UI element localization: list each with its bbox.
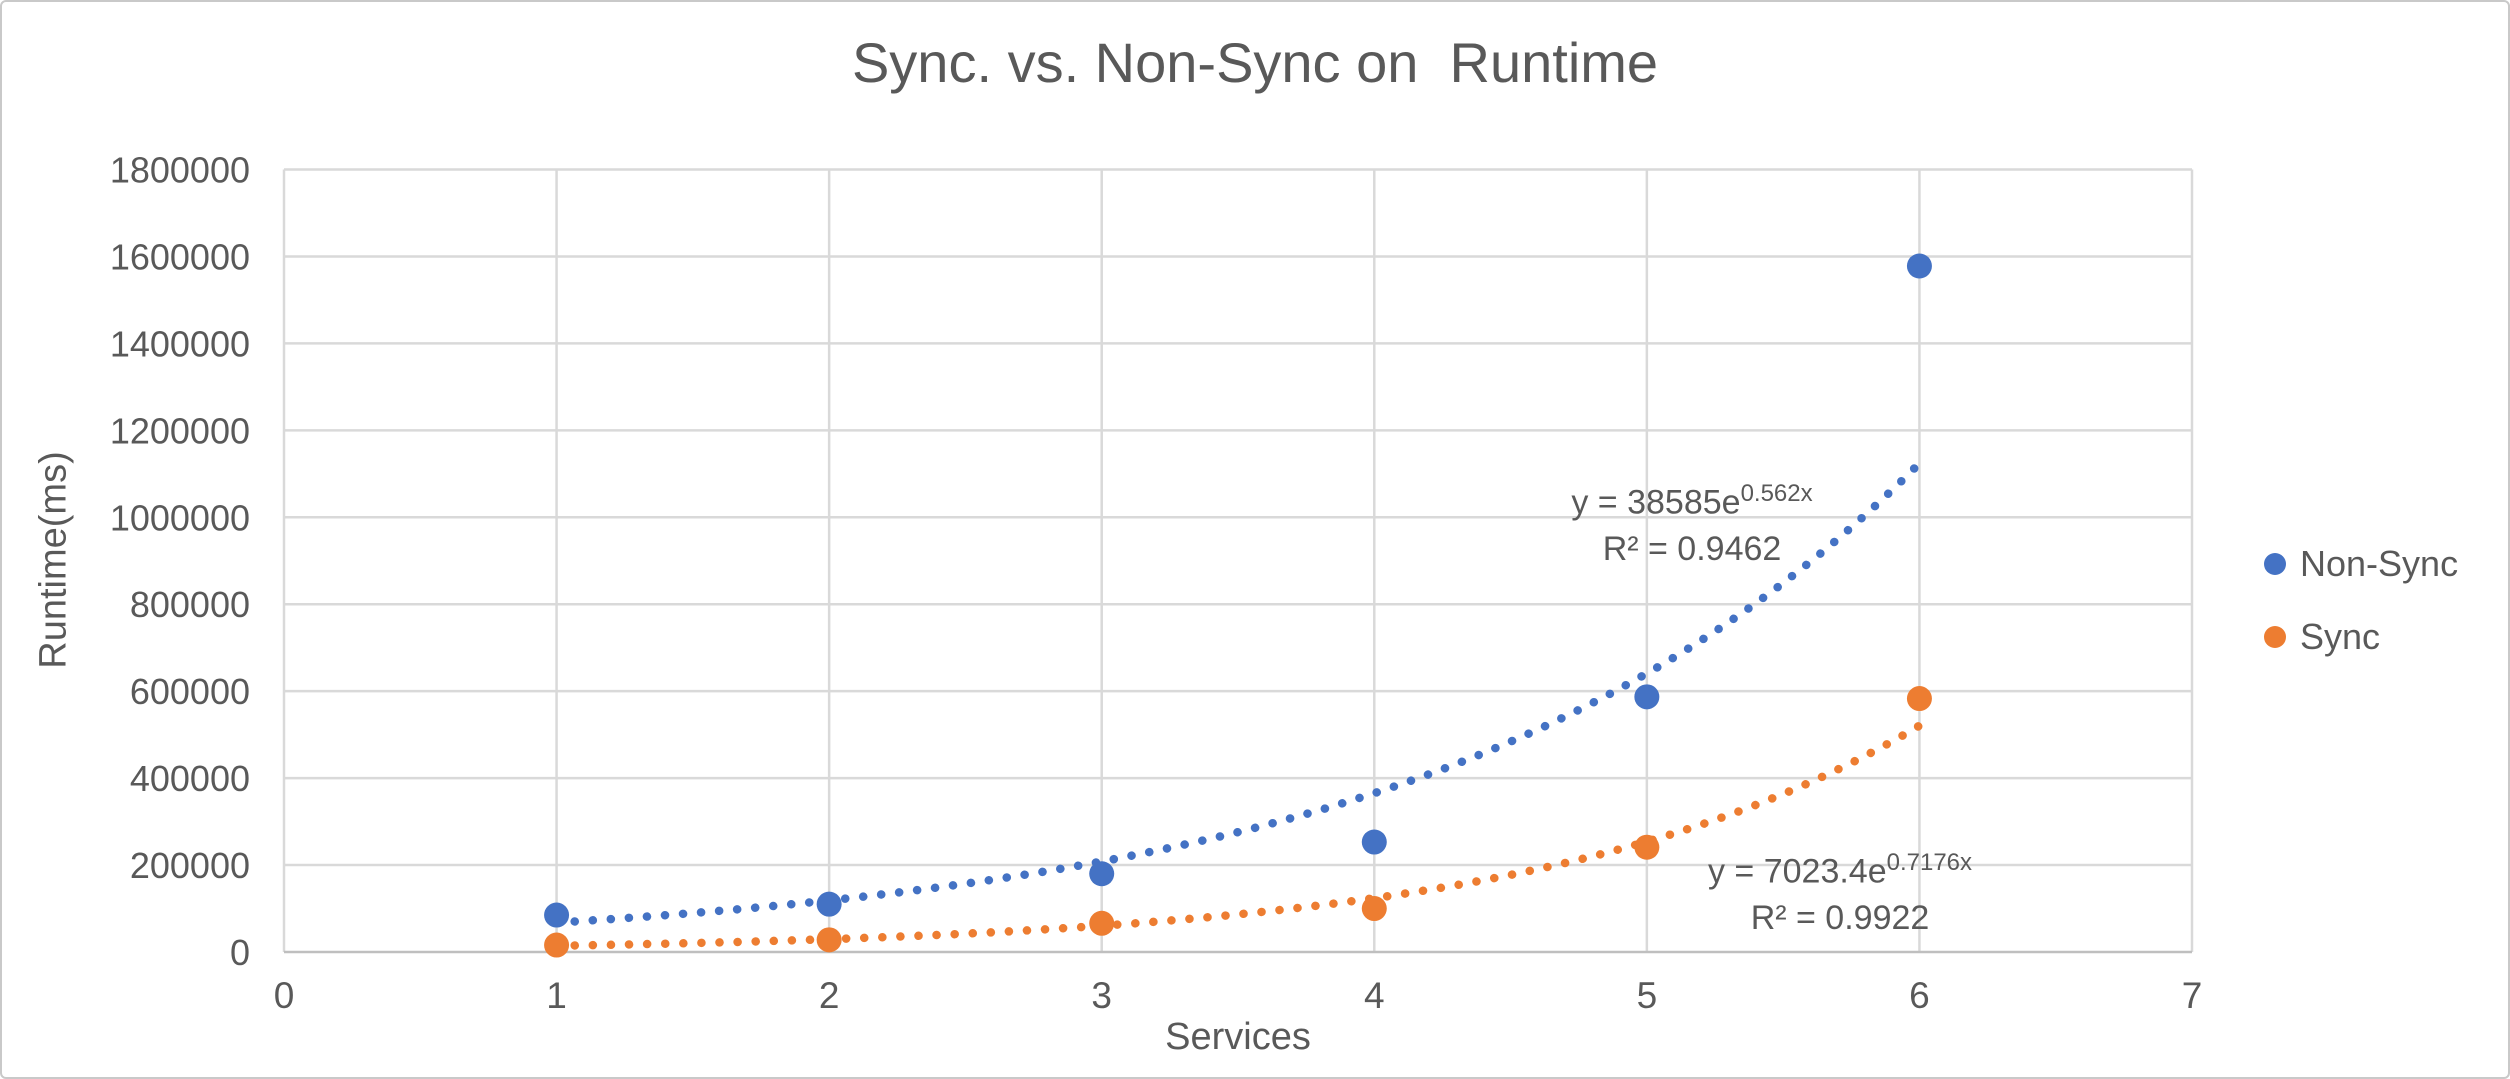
y-tick-label: 200000: [130, 845, 250, 886]
x-tick-label: 6: [1909, 975, 1930, 1016]
y-tick-label: 1800000: [110, 150, 250, 191]
chart-title: Sync. vs. Non-Sync on Runtime: [851, 31, 1659, 94]
legend-item-non-sync: Non-Sync: [2264, 543, 2458, 585]
legend-marker-icon: [2264, 553, 2286, 575]
trendline-r2-sync: R² = 0.9922: [1750, 899, 1930, 938]
y-tick-label: 400000: [130, 758, 250, 799]
y-tick-label: 1600000: [110, 236, 250, 277]
formula-exponent: 0.7176x: [1886, 849, 1973, 876]
legend-marker-icon: [2264, 626, 2286, 648]
trendline-non-sync: [552, 459, 1924, 927]
legend-label: Sync: [2300, 616, 2381, 657]
x-tick-label: 0: [274, 975, 295, 1016]
x-tick-label: 4: [1364, 975, 1385, 1016]
data-point-non-sync: [816, 891, 842, 917]
x-tick-label: 5: [1637, 975, 1658, 1016]
x-tick-label: 7: [2182, 975, 2203, 1016]
legend: Non-Sync Sync: [2264, 543, 2458, 658]
trendline-formula-non-sync: y = 38585e0.562x: [1532, 470, 1852, 526]
y-tick-label: 800000: [130, 584, 250, 625]
y-tick-label: 600000: [130, 671, 250, 712]
data-point-non-sync: [544, 902, 570, 928]
data-point-sync: [1634, 834, 1660, 860]
data-point-sync: [544, 932, 570, 958]
data-point-sync: [1906, 686, 1932, 712]
x-tick-label: 2: [819, 975, 840, 1016]
trendline-equation-non-sync: y = 38585e0.562x R² = 0.9462: [1532, 470, 1852, 573]
data-point-sync: [816, 927, 842, 953]
x-tick-label: 3: [1091, 975, 1112, 1016]
data-point-sync: [1361, 896, 1387, 922]
data-point-non-sync: [1089, 861, 1115, 887]
y-tick-label: 0: [230, 932, 250, 973]
data-point-non-sync: [1906, 253, 1932, 279]
trendline-equation-sync: y = 7023.4e0.7176x R² = 0.9922: [1660, 839, 2020, 942]
formula-text: y = 38585e: [1571, 483, 1741, 522]
y-tick-label: 1000000: [110, 497, 250, 538]
legend-item-sync: Sync: [2264, 616, 2458, 658]
legend-label: Non-Sync: [2300, 543, 2459, 584]
formula-text: y = 7023.4e: [1707, 852, 1887, 891]
trendline-formula-sync: y = 7023.4e0.7176x: [1660, 839, 2020, 895]
x-axis-title: Services: [1165, 1016, 1311, 1058]
data-point-non-sync: [1634, 684, 1660, 710]
formula-exponent: 0.562x: [1740, 480, 1813, 507]
y-tick-label: 1200000: [110, 410, 250, 451]
trendline-r2-non-sync: R² = 0.9462: [1602, 530, 1782, 569]
data-point-non-sync: [1361, 829, 1387, 855]
data-point-sync: [1089, 910, 1115, 936]
y-axis-title: Runtime(ms): [32, 451, 75, 669]
y-tick-label: 1400000: [110, 323, 250, 364]
x-tick-label: 1: [546, 975, 567, 1016]
